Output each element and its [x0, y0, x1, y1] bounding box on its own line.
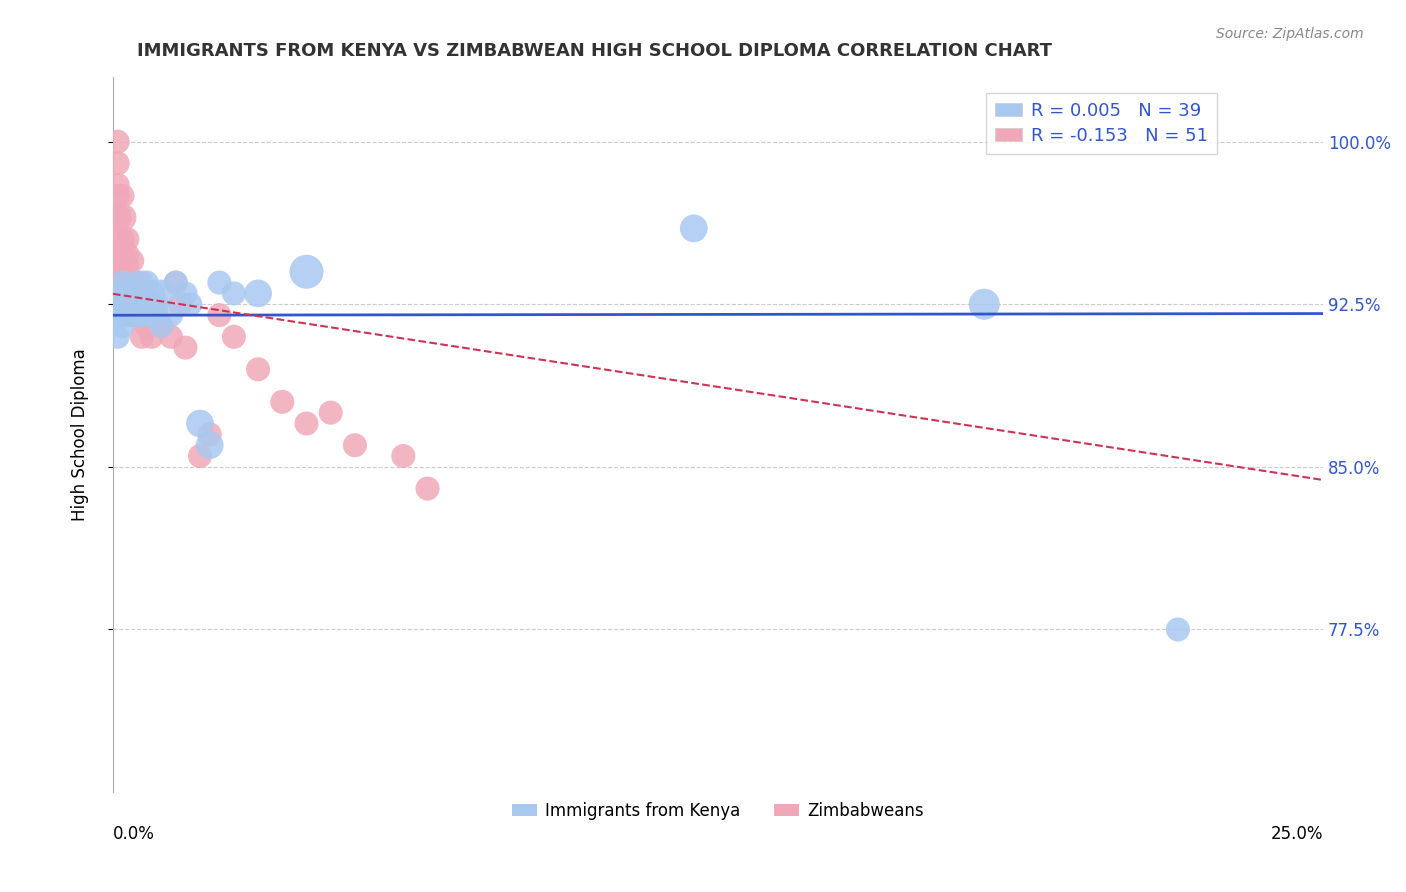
Point [135, 276, 157, 290]
Point [117, 232, 139, 246]
Point [131, 286, 153, 301]
Point [973, 297, 995, 311]
Point [125, 276, 148, 290]
Point [107, 308, 129, 322]
Point [131, 308, 153, 322]
Point [107, 211, 129, 225]
Point [117, 247, 139, 261]
Text: 25.0%: 25.0% [1271, 824, 1323, 843]
Point [107, 156, 129, 170]
Point [222, 286, 245, 301]
Point [135, 318, 157, 333]
Point [682, 221, 704, 235]
Point [121, 308, 143, 322]
Point [117, 276, 139, 290]
Point [188, 417, 211, 431]
Point [160, 308, 183, 322]
Point [131, 276, 153, 290]
Point [107, 265, 129, 279]
Point [295, 417, 318, 431]
Point [131, 330, 153, 344]
Point [150, 318, 173, 333]
Point [117, 297, 139, 311]
Point [135, 291, 157, 305]
Point [222, 330, 245, 344]
Y-axis label: High School Diploma: High School Diploma [72, 348, 89, 521]
Point [111, 276, 134, 290]
Point [198, 427, 221, 442]
Point [208, 308, 231, 322]
Point [141, 286, 163, 301]
Point [107, 297, 129, 311]
Point [208, 276, 231, 290]
Point [111, 211, 134, 225]
Point [145, 308, 167, 322]
Point [135, 297, 157, 311]
Point [125, 308, 148, 322]
Point [150, 286, 173, 301]
Point [247, 286, 270, 301]
Point [165, 276, 187, 290]
Point [295, 265, 318, 279]
Point [198, 438, 221, 452]
Point [392, 449, 415, 463]
Point [107, 135, 129, 149]
Point [117, 297, 139, 311]
Point [125, 297, 148, 311]
Point [169, 297, 191, 311]
Point [107, 286, 129, 301]
Point [111, 276, 134, 290]
Point [117, 308, 139, 322]
Legend: Immigrants from Kenya, Zimbabweans: Immigrants from Kenya, Zimbabweans [505, 796, 931, 827]
Point [165, 276, 187, 290]
Point [107, 178, 129, 192]
Point [141, 308, 163, 322]
Point [111, 308, 134, 322]
Point [121, 276, 143, 290]
Point [111, 247, 134, 261]
Point [145, 297, 167, 311]
Point [107, 232, 129, 246]
Point [125, 286, 148, 301]
Point [125, 276, 148, 290]
Point [121, 286, 143, 301]
Point [107, 243, 129, 257]
Point [107, 297, 129, 311]
Point [131, 308, 153, 322]
Point [107, 330, 129, 344]
Point [111, 260, 134, 275]
Point [111, 297, 134, 311]
Point [1167, 623, 1189, 637]
Point [111, 297, 134, 311]
Point [121, 291, 143, 305]
Point [416, 482, 439, 496]
Text: 0.0%: 0.0% [112, 824, 155, 843]
Point [141, 330, 163, 344]
Point [343, 438, 366, 452]
Point [117, 260, 139, 275]
Point [174, 341, 197, 355]
Point [188, 449, 211, 463]
Point [141, 297, 163, 311]
Point [121, 308, 143, 322]
Point [271, 394, 294, 409]
Point [107, 253, 129, 268]
Text: IMMIGRANTS FROM KENYA VS ZIMBABWEAN HIGH SCHOOL DIPLOMA CORRELATION CHART: IMMIGRANTS FROM KENYA VS ZIMBABWEAN HIGH… [136, 42, 1052, 60]
Point [247, 362, 270, 376]
Point [111, 189, 134, 203]
Point [179, 297, 201, 311]
Point [319, 406, 342, 420]
Point [111, 232, 134, 246]
Text: Source: ZipAtlas.com: Source: ZipAtlas.com [1216, 27, 1364, 41]
Point [111, 318, 134, 333]
Point [117, 286, 139, 301]
Point [121, 253, 143, 268]
Point [160, 330, 183, 344]
Point [107, 189, 129, 203]
Point [150, 318, 173, 333]
Point [174, 286, 197, 301]
